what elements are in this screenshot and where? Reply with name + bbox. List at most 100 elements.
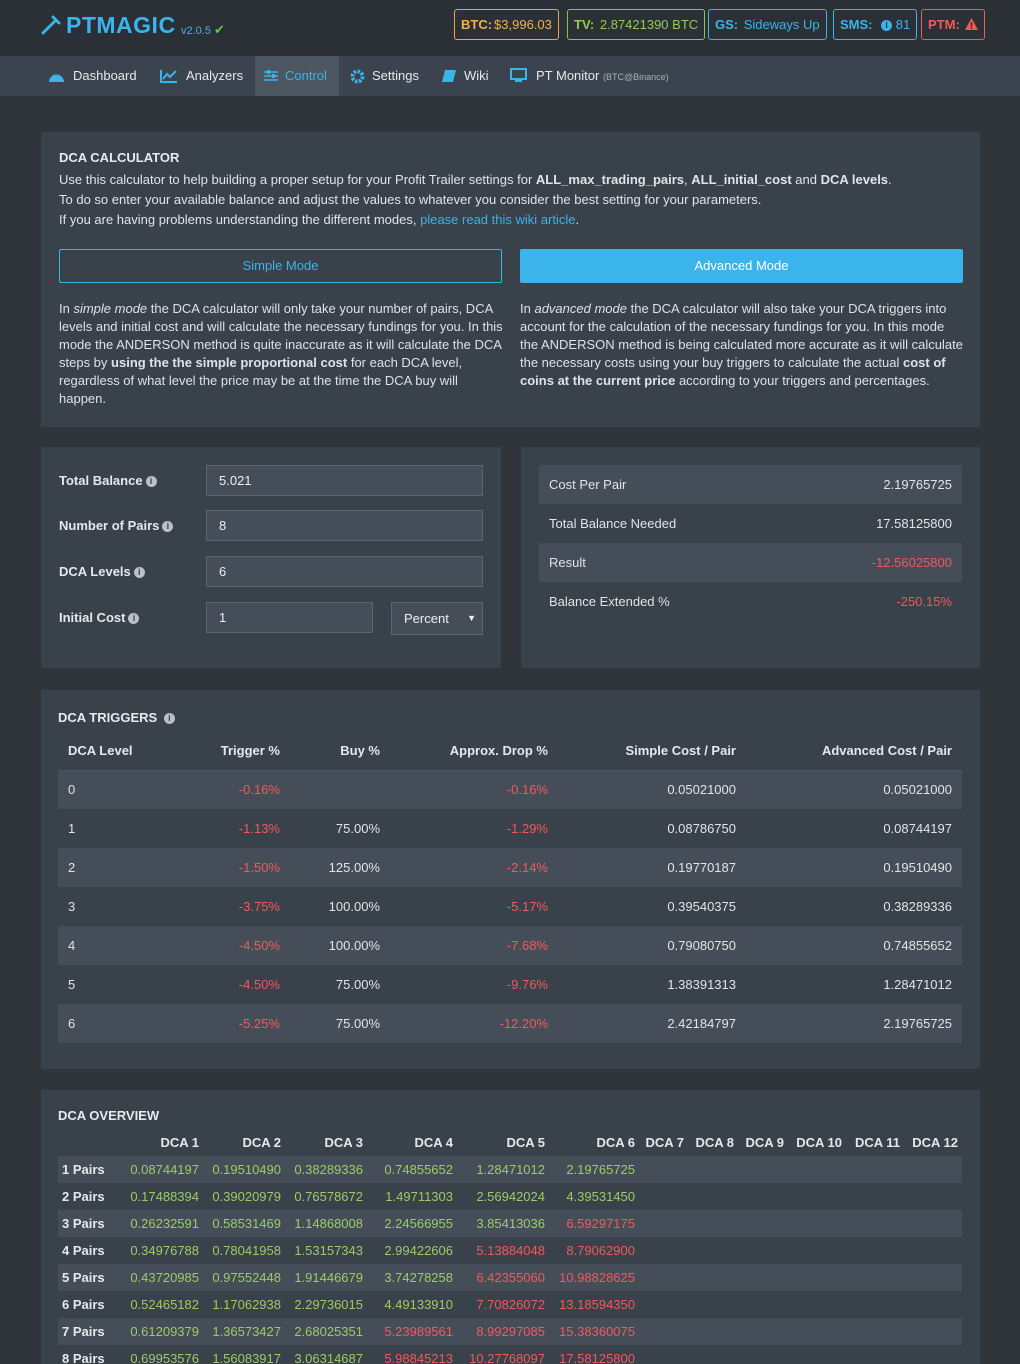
cell	[688, 1237, 738, 1264]
cell: 0.34976788	[130, 1243, 199, 1258]
nav-item[interactable]: Dashboard	[73, 68, 137, 83]
cell: 0.05021000	[558, 770, 746, 809]
cell	[688, 1210, 738, 1237]
advanced-mode-button[interactable]: Advanced Mode	[520, 249, 963, 283]
cell: 2.24566955	[367, 1210, 457, 1237]
cell: 2.29736015	[294, 1297, 363, 1312]
text: advanced mode	[534, 301, 627, 316]
trigger-row: 6 -5.25% 75.00% -12.20% 2.42184797 2.19765725	[58, 1004, 962, 1043]
cell: 3.74278258	[367, 1264, 457, 1291]
simple-mode-button[interactable]: Simple Mode	[59, 249, 502, 283]
cell: 1.14868008	[285, 1210, 367, 1237]
intro-line: If you are having problems understanding…	[59, 210, 969, 230]
ptm-badge[interactable]: PTM:	[921, 9, 986, 40]
cell: 2.19765725	[549, 1156, 639, 1183]
cell	[788, 1345, 846, 1364]
wiki-link[interactable]: please read this wiki article	[420, 212, 576, 227]
text-input[interactable]: 5.021	[206, 465, 483, 496]
cell: 1.38391313	[667, 977, 736, 992]
cell: 0.05021000	[746, 770, 962, 809]
text: .	[888, 172, 892, 187]
cell	[904, 1291, 962, 1318]
cell: 0.08786750	[667, 821, 736, 836]
nav-item-active[interactable]: Control	[255, 56, 339, 96]
column-header: DCA 3	[324, 1135, 363, 1150]
cell	[639, 1237, 688, 1264]
cell: 0.74855652	[367, 1156, 457, 1183]
cell: 75.00%	[290, 1004, 390, 1043]
badge-value: $3,996.03	[494, 17, 552, 32]
cell: 1.28471012	[457, 1156, 549, 1183]
row-label: 4 Pairs	[62, 1243, 105, 1258]
nav-item[interactable]: Wiki	[464, 68, 489, 83]
cell: 100.00%	[290, 926, 390, 965]
cell: 0.39540375	[667, 899, 736, 914]
column-header: Trigger %	[190, 731, 290, 771]
cell: 5.13884048	[476, 1243, 545, 1258]
column-header: DCA 5	[506, 1135, 545, 1150]
cell: 0.58531469	[203, 1210, 285, 1237]
text-input[interactable]: 1	[206, 602, 373, 633]
column-header: Simple Cost / Pair	[558, 731, 746, 771]
logo-icon	[41, 15, 61, 35]
logo[interactable]: PTMAGIC	[66, 12, 176, 38]
cell	[639, 1291, 688, 1318]
cell: 10.27768097	[469, 1351, 545, 1364]
cell: 2.56942024	[476, 1189, 545, 1204]
tv-badge[interactable]: TV: 2.87421390 BTC	[567, 9, 706, 40]
cell: 4	[58, 926, 190, 965]
cell: 3.06314687	[294, 1351, 363, 1364]
cell: 17.58125800	[559, 1351, 635, 1364]
overview-row: 4 Pairs 0.34976788 0.78041958 1.53157343 2.9…	[58, 1237, 962, 1264]
cell	[846, 1318, 904, 1345]
result-label: Result	[539, 543, 751, 582]
result-row: Balance Extended % -250.15%	[539, 582, 962, 621]
result-row: Total Balance Needed 17.58125800	[539, 504, 962, 543]
column-header: DCA 10	[796, 1135, 842, 1150]
cell: 0.17488394	[130, 1189, 199, 1204]
field-label: Total Balance i	[59, 473, 157, 488]
cell	[904, 1210, 962, 1237]
overview-row: 6 Pairs 0.52465182 1.17062938 2.29736015 4.4…	[58, 1291, 962, 1318]
nav-item[interactable]: Settings	[372, 68, 419, 83]
info-icon: i	[162, 521, 174, 532]
cell: 1.91446679	[285, 1264, 367, 1291]
result-value: 2.19765725	[750, 465, 962, 504]
btc-badge[interactable]: BTC: $3,996.03	[454, 9, 559, 40]
cell: 8.99297085	[457, 1318, 549, 1345]
column-header: DCA 12	[912, 1135, 958, 1150]
cell: 4.39531450	[566, 1189, 635, 1204]
row-label: 7 Pairs	[58, 1318, 120, 1345]
column-header: DCA 1	[160, 1135, 199, 1150]
result-label: Balance Extended %	[549, 594, 670, 609]
control-icon	[264, 70, 278, 81]
cell: -3.75%	[238, 899, 280, 914]
text-input[interactable]: 8	[206, 510, 483, 541]
trigger-row: 2 -1.50% 125.00% -2.14% 0.19770187 0.19510490	[58, 848, 962, 887]
nav-item[interactable]: PT Monitor (BTC@Binance)	[536, 56, 669, 96]
corner	[58, 1129, 120, 1156]
cell: 0.78041958	[212, 1243, 281, 1258]
cell	[688, 1183, 738, 1210]
row-label: 2 Pairs	[62, 1189, 105, 1204]
sms-badge[interactable]: SMS: i 81	[833, 9, 918, 40]
text-input[interactable]: 6	[206, 556, 483, 587]
nav-item[interactable]: Analyzers	[186, 68, 244, 83]
cell: 1.17062938	[212, 1297, 281, 1312]
select[interactable]: Percent ▼	[391, 602, 483, 635]
cell	[738, 1156, 788, 1183]
cell: 6.59297175	[549, 1210, 639, 1237]
overview-row: 5 Pairs 0.43720985 0.97552448 1.91446679 3.7…	[58, 1264, 962, 1291]
cell: 2	[58, 848, 190, 887]
result-label: Total Balance Needed	[549, 516, 677, 531]
check-icon: ✔	[214, 22, 225, 37]
field-label: DCA Levels i	[59, 564, 145, 579]
text: ,	[684, 172, 692, 187]
overview-row: 7 Pairs 0.61209379 1.36573427 2.68025351 5.2…	[58, 1318, 962, 1345]
cell: 0	[58, 770, 190, 809]
info-icon: i	[881, 20, 893, 31]
gs-badge[interactable]: GS: Sideways Up	[708, 9, 827, 40]
column-header: DCA 8	[695, 1135, 734, 1150]
column-header: DCA 11	[854, 1135, 900, 1150]
intro-line: To do so enter your available balance an…	[59, 192, 762, 207]
